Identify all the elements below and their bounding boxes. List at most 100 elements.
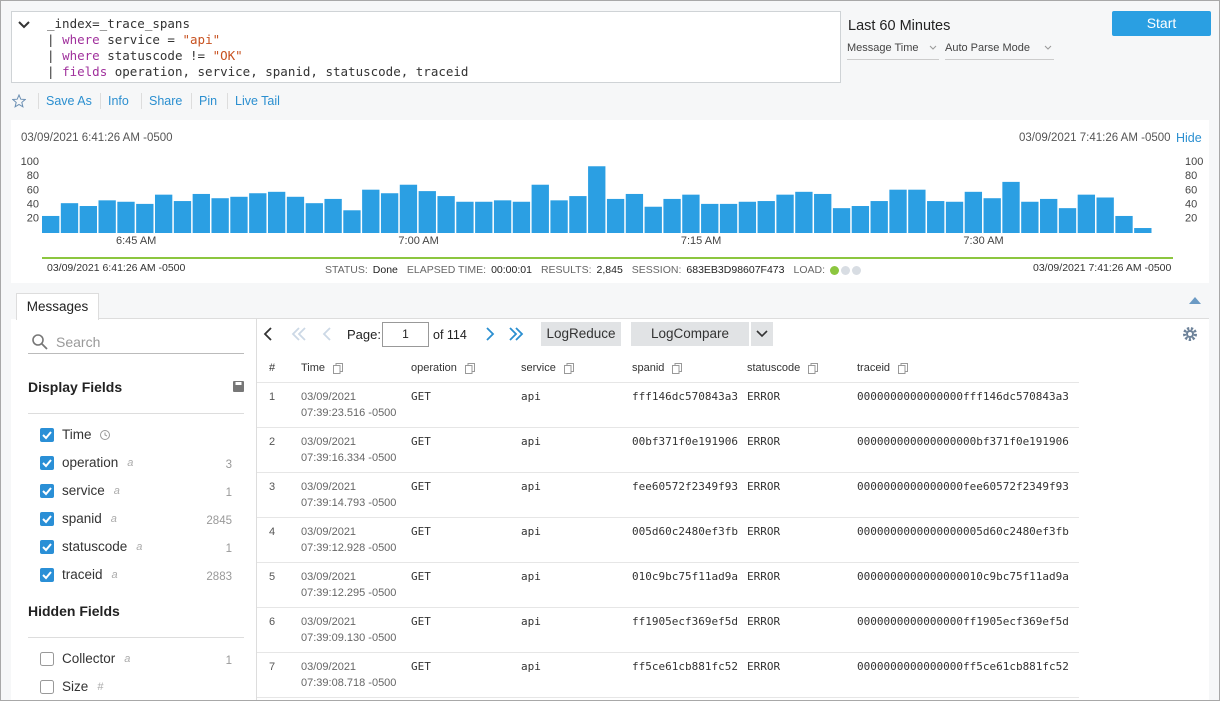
row-time: 07:39:12.295 -0500 bbox=[301, 587, 397, 599]
save-fields[interactable] bbox=[233, 381, 244, 392]
action-separator bbox=[100, 93, 101, 109]
time-range[interactable]: Last 60 Minutes bbox=[848, 18, 951, 34]
dropdown-label[interactable]: Auto Parse Mode bbox=[945, 42, 1030, 54]
column-header: statuscode bbox=[747, 359, 819, 377]
column-header: operation bbox=[411, 359, 475, 377]
bar bbox=[701, 203, 719, 233]
header-rule bbox=[257, 382, 1079, 383]
dropdown-label[interactable]: Message Time bbox=[847, 42, 919, 54]
bar bbox=[267, 191, 286, 233]
cell: 0000000000000000010c9bc75f11ad9a bbox=[857, 570, 1069, 583]
search-input[interactable]: Search bbox=[56, 334, 101, 350]
field-checkbox[interactable] bbox=[40, 568, 54, 582]
action-link[interactable]: Pin bbox=[199, 94, 218, 108]
action-link[interactable]: Info bbox=[108, 94, 129, 108]
bar bbox=[42, 215, 60, 233]
query-token: _index=_trace_spans bbox=[47, 16, 190, 31]
section-divider bbox=[28, 413, 244, 414]
bar bbox=[1115, 215, 1133, 233]
row-rule bbox=[257, 652, 1079, 653]
cell: ERROR bbox=[747, 480, 781, 493]
field-name[interactable]: spanid bbox=[62, 511, 102, 526]
column-name[interactable]: statuscode bbox=[747, 362, 801, 374]
action-link[interactable]: Live Tail bbox=[235, 94, 280, 108]
prev-page[interactable] bbox=[320, 327, 336, 341]
field-checkbox[interactable] bbox=[40, 456, 54, 470]
column-name[interactable]: traceid bbox=[857, 362, 891, 374]
field-name[interactable]: operation bbox=[62, 455, 119, 470]
cell: api bbox=[521, 390, 541, 403]
collapse-sidebar[interactable] bbox=[261, 327, 277, 341]
bar bbox=[512, 201, 531, 233]
bar bbox=[606, 198, 625, 233]
bar bbox=[832, 208, 851, 233]
cell: ERROR bbox=[747, 435, 781, 448]
field-checkbox[interactable] bbox=[40, 540, 54, 554]
field-checkbox[interactable] bbox=[40, 512, 54, 526]
histogram-end: 03/09/2021 7:41:26 AM -0500 bbox=[1019, 132, 1171, 144]
hide-histogram[interactable]: Hide bbox=[1176, 131, 1202, 145]
logreduce-button[interactable]: LogReduce bbox=[541, 322, 621, 346]
field-checkbox[interactable] bbox=[40, 652, 54, 666]
messages-tab[interactable]: Messages bbox=[16, 293, 99, 320]
page-label: Page: bbox=[347, 327, 381, 342]
load-dot bbox=[830, 265, 840, 275]
column-name[interactable]: operation bbox=[411, 362, 457, 374]
copy-icon bbox=[333, 362, 344, 374]
action-link[interactable]: Save As bbox=[46, 94, 92, 108]
next-page[interactable] bbox=[482, 327, 498, 341]
cell: api bbox=[521, 660, 541, 673]
cell: 0000000000000000fee60572f2349f93 bbox=[857, 480, 1069, 493]
bar bbox=[362, 189, 380, 233]
column-name[interactable]: Time bbox=[301, 362, 326, 374]
logcompare-menu[interactable] bbox=[751, 322, 773, 346]
bar bbox=[192, 193, 210, 233]
query-token: "OK" bbox=[212, 48, 243, 63]
cell: 0000000000000000ff5ce61cb881fc52 bbox=[857, 660, 1069, 673]
query-editor[interactable] bbox=[11, 11, 841, 83]
first-page[interactable] bbox=[291, 327, 307, 341]
bar bbox=[964, 191, 983, 233]
query-token: | bbox=[47, 48, 63, 63]
dropdown-underline bbox=[945, 59, 1054, 60]
field-type: a bbox=[124, 653, 131, 665]
field-name[interactable]: traceid bbox=[62, 567, 103, 582]
query-token: service = bbox=[99, 32, 183, 47]
bar bbox=[870, 201, 888, 233]
x-tick-label: 7:00 AM bbox=[398, 235, 438, 247]
section-title: Display Fields bbox=[28, 379, 123, 395]
field-checkbox[interactable] bbox=[40, 428, 54, 442]
column-name[interactable]: spanid bbox=[632, 362, 665, 374]
field-checkbox[interactable] bbox=[40, 680, 54, 694]
bar bbox=[550, 200, 568, 233]
favorite-star[interactable] bbox=[12, 94, 26, 108]
field-name[interactable]: Time bbox=[62, 427, 92, 442]
last-page[interactable] bbox=[508, 327, 524, 341]
start-button[interactable]: Start bbox=[1112, 11, 1211, 36]
collapse-panel[interactable] bbox=[1188, 296, 1202, 305]
collapse-query[interactable] bbox=[17, 19, 31, 31]
field-checkbox[interactable] bbox=[40, 484, 54, 498]
field-name[interactable]: statuscode bbox=[62, 539, 128, 554]
bar bbox=[399, 184, 418, 233]
copy-icon bbox=[898, 362, 909, 374]
query-token: fields bbox=[62, 64, 108, 79]
action-link[interactable]: Share bbox=[149, 94, 183, 108]
column-name[interactable]: service bbox=[521, 362, 556, 374]
cell: 0000000000000000ff1905ecf369ef5d bbox=[857, 615, 1069, 628]
logcompare-button[interactable]: LogCompare bbox=[631, 322, 749, 346]
bar bbox=[286, 196, 305, 233]
status-label: LOAD: bbox=[793, 264, 826, 276]
field-name[interactable]: service bbox=[62, 483, 105, 498]
page-input[interactable]: 1 bbox=[382, 322, 429, 347]
field-name[interactable]: Collector bbox=[62, 651, 116, 666]
field-name-row: Collector a bbox=[62, 650, 130, 668]
y-tick-label: 60 bbox=[27, 184, 39, 196]
column-name[interactable]: # bbox=[269, 362, 276, 374]
bar bbox=[588, 166, 606, 233]
row-number: 1 bbox=[269, 391, 276, 403]
cell: ERROR bbox=[747, 660, 781, 673]
status-value: 00:00:01 bbox=[491, 264, 532, 276]
settings-gear[interactable] bbox=[1182, 326, 1198, 342]
field-name[interactable]: Size bbox=[62, 679, 89, 694]
